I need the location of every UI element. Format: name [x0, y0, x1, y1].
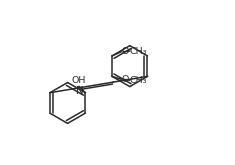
Text: O: O: [121, 75, 129, 84]
Text: CH₃: CH₃: [130, 47, 147, 55]
Text: N: N: [76, 86, 84, 96]
Text: OH: OH: [71, 76, 86, 85]
Text: O: O: [121, 47, 129, 56]
Text: CH₃: CH₃: [130, 76, 147, 85]
